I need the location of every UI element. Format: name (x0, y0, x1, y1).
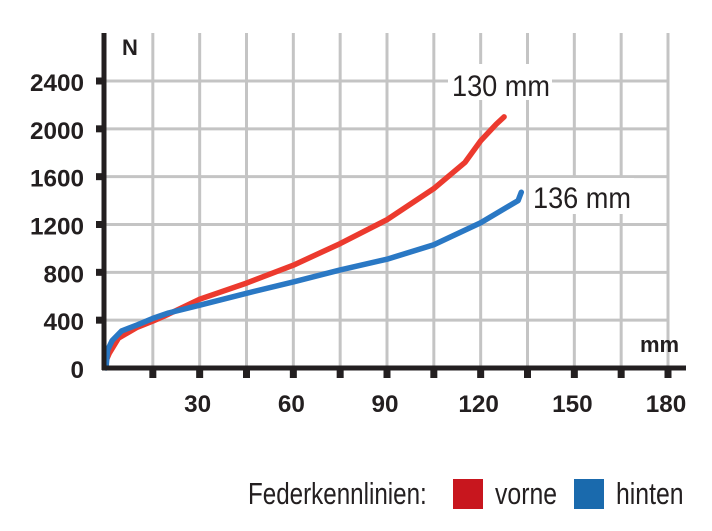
x-tick-mark (570, 368, 578, 378)
x-tick-label: 30 (184, 391, 211, 418)
annotation-rear-bg (530, 178, 634, 214)
y-tick-mark (96, 268, 104, 276)
y-tick-label: 400 (44, 309, 85, 336)
legend-label-hinten: hinten (615, 476, 684, 511)
legend-label-vorne: vorne (495, 476, 558, 511)
x-axis-unit-label: mm (640, 332, 679, 357)
x-tick-label: 180 (646, 391, 687, 418)
x-tick-mark (196, 368, 204, 378)
grid-lines (106, 33, 670, 368)
series-line-vorne (103, 114, 507, 364)
series-line-hinten (103, 189, 525, 371)
y-tick-mark (96, 173, 104, 181)
annotation-front-bg (448, 64, 552, 100)
x-tick-mark (289, 368, 297, 378)
y-tick-label: 1600 (30, 166, 84, 193)
x-tick-label: 90 (372, 391, 399, 418)
y-tick-label: 0 (71, 357, 85, 384)
legend-title: Federkennlinien: (248, 476, 427, 511)
legend-swatch-vorne (453, 479, 484, 509)
axes (96, 33, 686, 378)
y-axis-tick-labels: 0 400 800 1200 1600 2000 2400 (30, 70, 84, 384)
x-tick-label: 150 (552, 391, 593, 418)
y-tick-label: 1200 (30, 214, 84, 241)
y-tick-label: 2400 (30, 70, 84, 97)
y-tick-mark (96, 125, 104, 133)
x-tick-label: 120 (458, 391, 499, 418)
legend-swatch-hinten (573, 479, 604, 509)
y-tick-mark (96, 77, 104, 85)
y-axis-unit-label: N (122, 35, 138, 60)
x-tick-mark (524, 368, 531, 378)
x-tick-mark (336, 368, 344, 378)
annotation-front-travel: 130 mm (452, 70, 550, 103)
x-tick-label: 60 (278, 391, 305, 418)
y-tick-mark (96, 221, 104, 228)
x-tick-mark (664, 368, 672, 378)
data-series (103, 114, 525, 371)
y-tick-label: 800 (44, 261, 85, 288)
x-axis-tick-labels: 30 60 90 120 150 180 (184, 391, 686, 418)
x-tick-mark (149, 368, 157, 378)
x-tick-mark (383, 368, 391, 378)
annotation-rear-travel: 136 mm (533, 182, 631, 215)
x-tick-mark (243, 368, 250, 378)
legend: Federkennlinien: vorne hinten (248, 472, 700, 516)
x-tick-mark (477, 368, 485, 378)
y-tick-mark (96, 316, 104, 324)
x-tick-mark (617, 368, 625, 378)
y-tick-label: 2000 (30, 118, 84, 145)
x-tick-mark (430, 368, 438, 378)
